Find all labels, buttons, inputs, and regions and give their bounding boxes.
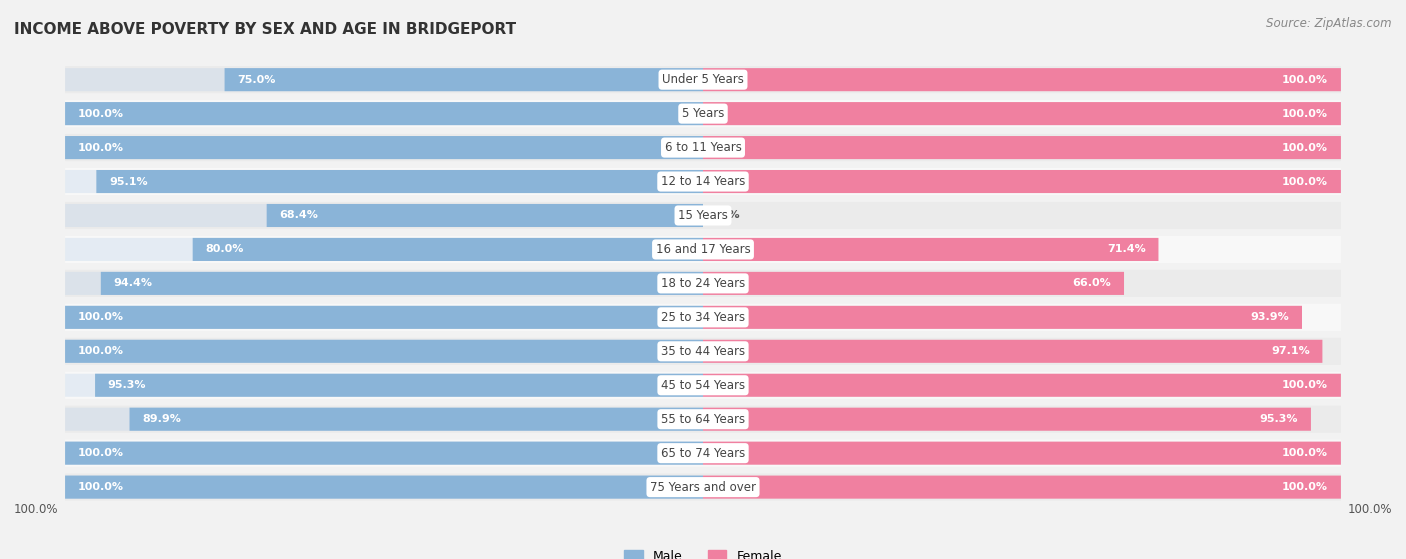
FancyBboxPatch shape: [65, 68, 703, 91]
Text: 95.1%: 95.1%: [110, 177, 148, 187]
FancyBboxPatch shape: [65, 340, 703, 363]
FancyBboxPatch shape: [65, 204, 703, 227]
FancyBboxPatch shape: [703, 272, 1123, 295]
FancyBboxPatch shape: [267, 204, 703, 227]
Text: 80.0%: 80.0%: [205, 244, 243, 254]
Text: 100.0%: 100.0%: [1282, 75, 1329, 84]
FancyBboxPatch shape: [193, 238, 703, 261]
FancyBboxPatch shape: [65, 136, 703, 159]
FancyBboxPatch shape: [65, 439, 1341, 467]
Text: 100.0%: 100.0%: [77, 143, 124, 153]
Text: 15 Years: 15 Years: [678, 209, 728, 222]
FancyBboxPatch shape: [65, 442, 703, 465]
Text: 95.3%: 95.3%: [108, 380, 146, 390]
Text: 100.0%: 100.0%: [1282, 108, 1329, 119]
FancyBboxPatch shape: [65, 304, 1341, 331]
Text: 100.0%: 100.0%: [77, 346, 124, 356]
Text: 93.9%: 93.9%: [1250, 312, 1289, 323]
Text: 100.0%: 100.0%: [14, 503, 59, 516]
Text: 5 Years: 5 Years: [682, 107, 724, 120]
Text: 89.9%: 89.9%: [142, 414, 181, 424]
FancyBboxPatch shape: [65, 238, 703, 261]
Text: 95.3%: 95.3%: [1260, 414, 1298, 424]
FancyBboxPatch shape: [703, 102, 1341, 125]
FancyBboxPatch shape: [96, 374, 703, 397]
FancyBboxPatch shape: [703, 476, 1341, 499]
Text: 55 to 64 Years: 55 to 64 Years: [661, 413, 745, 426]
FancyBboxPatch shape: [65, 306, 703, 329]
FancyBboxPatch shape: [65, 102, 703, 125]
Text: 100.0%: 100.0%: [77, 482, 124, 492]
Text: 94.4%: 94.4%: [114, 278, 153, 288]
Text: 100.0%: 100.0%: [1282, 177, 1329, 187]
FancyBboxPatch shape: [65, 338, 1341, 365]
Text: 6 to 11 Years: 6 to 11 Years: [665, 141, 741, 154]
FancyBboxPatch shape: [225, 68, 703, 91]
Text: 97.1%: 97.1%: [1271, 346, 1309, 356]
Text: 100.0%: 100.0%: [77, 312, 124, 323]
FancyBboxPatch shape: [703, 136, 1341, 159]
FancyBboxPatch shape: [703, 170, 1341, 193]
FancyBboxPatch shape: [65, 102, 703, 125]
FancyBboxPatch shape: [65, 100, 1341, 127]
FancyBboxPatch shape: [703, 442, 1341, 465]
FancyBboxPatch shape: [703, 238, 1159, 261]
Text: 100.0%: 100.0%: [1282, 448, 1329, 458]
FancyBboxPatch shape: [65, 136, 703, 159]
Text: 0.0%: 0.0%: [710, 211, 740, 220]
Text: 25 to 34 Years: 25 to 34 Years: [661, 311, 745, 324]
FancyBboxPatch shape: [97, 170, 703, 193]
Text: 68.4%: 68.4%: [280, 211, 318, 220]
FancyBboxPatch shape: [65, 270, 1341, 297]
FancyBboxPatch shape: [65, 236, 1341, 263]
Text: 75 Years and over: 75 Years and over: [650, 481, 756, 494]
Text: 100.0%: 100.0%: [1282, 143, 1329, 153]
FancyBboxPatch shape: [129, 408, 703, 431]
FancyBboxPatch shape: [703, 340, 1323, 363]
Text: 18 to 24 Years: 18 to 24 Years: [661, 277, 745, 290]
Text: 100.0%: 100.0%: [1347, 503, 1392, 516]
FancyBboxPatch shape: [65, 473, 1341, 501]
Legend: Male, Female: Male, Female: [619, 544, 787, 559]
FancyBboxPatch shape: [65, 134, 1341, 161]
FancyBboxPatch shape: [101, 272, 703, 295]
Text: Source: ZipAtlas.com: Source: ZipAtlas.com: [1267, 17, 1392, 30]
FancyBboxPatch shape: [65, 442, 703, 465]
Text: 45 to 54 Years: 45 to 54 Years: [661, 379, 745, 392]
FancyBboxPatch shape: [65, 408, 703, 431]
FancyBboxPatch shape: [703, 374, 1341, 397]
FancyBboxPatch shape: [65, 476, 703, 499]
FancyBboxPatch shape: [65, 406, 1341, 433]
FancyBboxPatch shape: [65, 476, 703, 499]
FancyBboxPatch shape: [65, 168, 1341, 195]
Text: 75.0%: 75.0%: [238, 75, 276, 84]
FancyBboxPatch shape: [65, 170, 703, 193]
Text: 65 to 74 Years: 65 to 74 Years: [661, 447, 745, 459]
Text: 100.0%: 100.0%: [77, 108, 124, 119]
Text: 12 to 14 Years: 12 to 14 Years: [661, 175, 745, 188]
Text: 35 to 44 Years: 35 to 44 Years: [661, 345, 745, 358]
FancyBboxPatch shape: [703, 68, 1341, 91]
FancyBboxPatch shape: [65, 66, 1341, 93]
Text: 71.4%: 71.4%: [1107, 244, 1146, 254]
FancyBboxPatch shape: [65, 374, 703, 397]
Text: 100.0%: 100.0%: [1282, 482, 1329, 492]
Text: Under 5 Years: Under 5 Years: [662, 73, 744, 86]
FancyBboxPatch shape: [703, 408, 1310, 431]
Text: INCOME ABOVE POVERTY BY SEX AND AGE IN BRIDGEPORT: INCOME ABOVE POVERTY BY SEX AND AGE IN B…: [14, 22, 516, 37]
FancyBboxPatch shape: [703, 306, 1302, 329]
Text: 16 and 17 Years: 16 and 17 Years: [655, 243, 751, 256]
FancyBboxPatch shape: [65, 272, 703, 295]
Text: 100.0%: 100.0%: [77, 448, 124, 458]
FancyBboxPatch shape: [65, 340, 703, 363]
Text: 100.0%: 100.0%: [1282, 380, 1329, 390]
FancyBboxPatch shape: [65, 372, 1341, 399]
Text: 66.0%: 66.0%: [1073, 278, 1111, 288]
FancyBboxPatch shape: [65, 202, 1341, 229]
FancyBboxPatch shape: [65, 306, 703, 329]
